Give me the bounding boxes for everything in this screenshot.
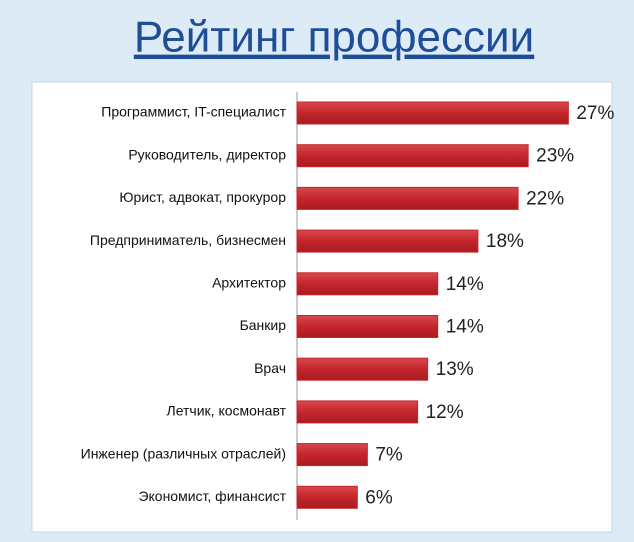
value-label: 13%	[436, 359, 474, 380]
category-label: Руководитель, директор	[128, 146, 286, 162]
category-label: Банкир	[240, 317, 287, 333]
value-label: 22%	[526, 188, 564, 209]
value-label: 7%	[375, 445, 403, 466]
bar	[296, 357, 429, 381]
bar	[296, 144, 529, 168]
value-label: 14%	[446, 274, 484, 295]
value-label: 14%	[446, 317, 484, 338]
chart-title: Рейтинг профессии	[134, 13, 534, 62]
bar	[296, 443, 368, 467]
bar	[296, 400, 419, 424]
category-label: Архитектор	[212, 275, 286, 291]
value-label: 12%	[426, 402, 464, 423]
bar	[296, 101, 569, 125]
bar	[296, 186, 519, 210]
category-label: Летчик, космонавт	[167, 403, 287, 419]
category-label: Предприниматель, бизнесмен	[90, 232, 286, 248]
value-label: 18%	[486, 231, 524, 252]
bar	[296, 485, 358, 509]
bar	[296, 229, 479, 253]
value-label: 23%	[536, 146, 574, 167]
bar	[296, 315, 439, 338]
category-label: Юрист, адвокат, прокурор	[119, 189, 286, 205]
category-label: Врач	[254, 360, 286, 376]
category-label: Инженер (различных отраслей)	[81, 445, 286, 461]
category-label: Программист, IT-специалист	[101, 104, 286, 120]
bar	[296, 272, 439, 296]
value-label: 27%	[576, 103, 614, 124]
category-label: Экономист, финансист	[138, 488, 286, 504]
value-label: 6%	[365, 487, 393, 508]
